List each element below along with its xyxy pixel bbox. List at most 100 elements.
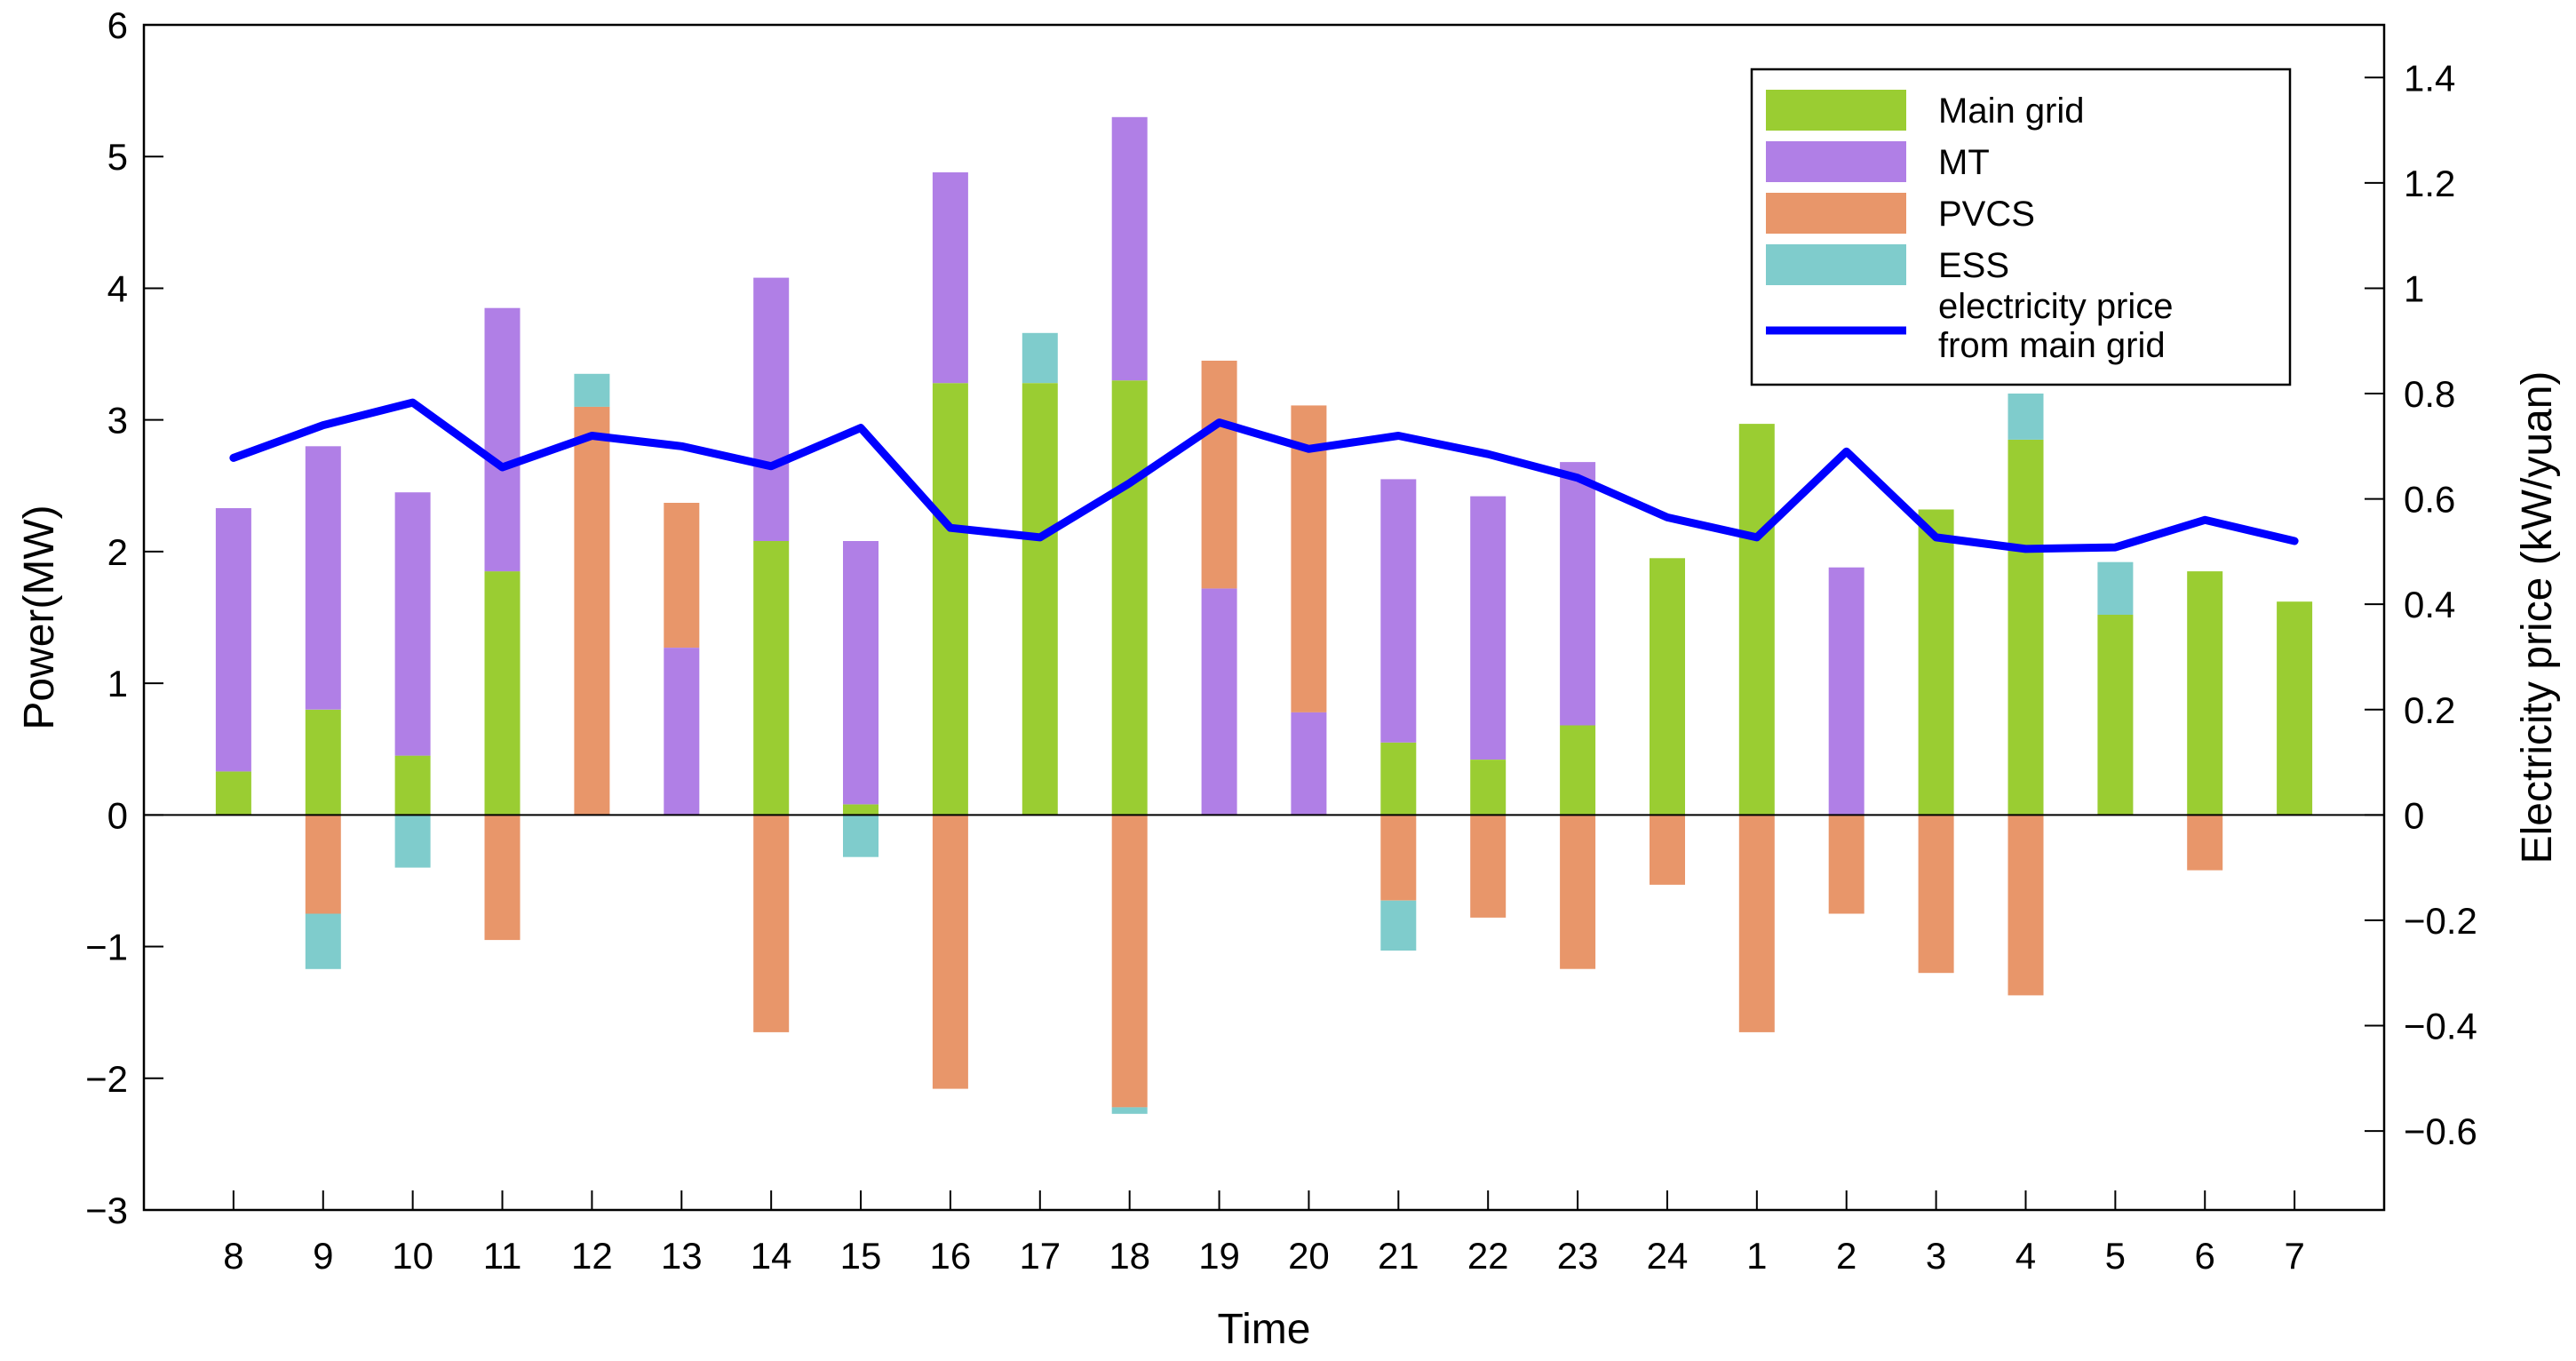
bar-pvcs-18 xyxy=(1111,815,1148,1108)
y2-tick-label: −0.4 xyxy=(2404,1005,2477,1047)
bar-pvcs-6 xyxy=(2187,815,2223,871)
bar-main-grid-15 xyxy=(843,804,879,816)
y-tick-label: −2 xyxy=(85,1058,128,1100)
bar-mt-8 xyxy=(215,508,251,772)
y-tick-label: 0 xyxy=(107,794,128,836)
bar-pvcs-19 xyxy=(1201,361,1237,589)
legend-label: Main grid xyxy=(1938,92,2085,131)
bar-pvcs-1 xyxy=(1738,815,1775,1032)
bar-ess-21 xyxy=(1380,900,1417,951)
x-tick-label: 15 xyxy=(840,1235,882,1277)
y-tick-label: 6 xyxy=(107,4,128,46)
bar-main-grid-23 xyxy=(1560,725,1596,816)
bar-ess-9 xyxy=(305,913,341,969)
bar-main-grid-11 xyxy=(484,571,521,816)
price-line-layer xyxy=(229,398,2299,553)
x-axis-title: Time xyxy=(1218,1306,1311,1353)
x-tick-label: 2 xyxy=(1836,1235,1856,1277)
bar-mt-15 xyxy=(843,541,879,805)
x-tick-label: 21 xyxy=(1378,1235,1419,1277)
bar-main-grid-3 xyxy=(1918,509,1954,816)
x-tick-label: 1 xyxy=(1746,1235,1767,1277)
bar-main-grid-24 xyxy=(1650,558,1685,816)
bar-main-grid-7 xyxy=(2277,601,2313,816)
y2-tick-label: −0.2 xyxy=(2404,900,2477,942)
x-tick-label: 23 xyxy=(1557,1235,1599,1277)
x-tick-label: 16 xyxy=(930,1235,972,1277)
bar-pvcs-3 xyxy=(1918,815,1954,974)
y2-tick-label: 1.4 xyxy=(2404,57,2455,99)
bar-mt-21 xyxy=(1380,479,1417,743)
bar-pvcs-11 xyxy=(484,815,521,941)
y-tick-label: 1 xyxy=(107,663,128,704)
bar-ess-12 xyxy=(574,373,610,407)
y-tick-label: 5 xyxy=(107,136,128,178)
bar-pvcs-12 xyxy=(574,406,610,816)
y2-tick-label: 1 xyxy=(2404,267,2424,309)
price-line xyxy=(229,398,2299,553)
bar-pvcs-9 xyxy=(305,815,341,914)
bar-main-grid-21 xyxy=(1380,742,1417,816)
bar-ess-4 xyxy=(2008,394,2044,440)
bar-ess-5 xyxy=(2097,561,2134,615)
bar-main-grid-4 xyxy=(2008,439,2044,816)
bar-main-grid-16 xyxy=(932,383,968,816)
x-tick-label: 22 xyxy=(1467,1235,1509,1277)
bar-pvcs-21 xyxy=(1380,815,1417,901)
plot-frame xyxy=(142,23,2386,1212)
y-tick-label: −1 xyxy=(85,927,128,968)
bar-mt-13 xyxy=(664,648,700,816)
bar-pvcs-16 xyxy=(932,815,968,1089)
x-tick-label: 24 xyxy=(1647,1235,1689,1277)
y2-tick-label: 1.2 xyxy=(2404,163,2455,204)
bar-ess-10 xyxy=(394,815,431,868)
x-tick-label: 20 xyxy=(1288,1235,1330,1277)
legend-swatch-main-grid xyxy=(1766,90,1906,131)
y2-tick-label: 0.4 xyxy=(2404,584,2455,625)
bar-mt-22 xyxy=(1470,496,1507,760)
y2-axis-title: Electricity price (kW/yuan) xyxy=(2514,371,2561,864)
bar-ess-17 xyxy=(1022,332,1058,384)
x-tick-label: 12 xyxy=(571,1235,613,1277)
bar-mt-14 xyxy=(753,277,790,541)
y-axis-title: Power(MW) xyxy=(16,505,63,729)
x-tick-label: 14 xyxy=(751,1235,792,1277)
x-tick-label: 10 xyxy=(392,1235,433,1277)
bar-pvcs-14 xyxy=(753,815,790,1032)
bar-pvcs-13 xyxy=(664,503,700,648)
legend-label: ESS xyxy=(1938,246,2009,285)
x-tick-label: 19 xyxy=(1198,1235,1240,1277)
bar-mt-2 xyxy=(1828,567,1864,816)
legend-label: from main grid xyxy=(1938,326,2166,365)
x-tick-label: 11 xyxy=(483,1235,522,1277)
legend-swatch-ess xyxy=(1766,244,1906,285)
y2-tick-label: 0.8 xyxy=(2404,373,2455,415)
bar-pvcs-22 xyxy=(1470,815,1507,918)
x-tick-label: 6 xyxy=(2195,1235,2215,1277)
bar-mt-11 xyxy=(484,307,521,572)
bar-main-grid-6 xyxy=(2187,571,2223,816)
x-tick-label: 4 xyxy=(2015,1235,2036,1277)
bar-main-grid-17 xyxy=(1022,383,1058,816)
bar-mt-10 xyxy=(394,492,431,756)
legend-label: electricity price xyxy=(1938,287,2174,326)
bar-main-grid-10 xyxy=(394,755,431,816)
bar-ess-18 xyxy=(1111,1107,1148,1114)
bar-pvcs-24 xyxy=(1650,815,1685,885)
legend-swatch-mt xyxy=(1766,141,1906,182)
x-tick-label: 18 xyxy=(1109,1235,1150,1277)
bar-mt-23 xyxy=(1560,462,1596,726)
y2-tick-label: 0 xyxy=(2404,794,2424,836)
bar-mt-19 xyxy=(1201,588,1237,816)
bar-main-grid-1 xyxy=(1738,424,1775,816)
bar-mt-20 xyxy=(1291,712,1327,816)
tick-labels-layer: −3−2−10123456−0.6−0.4−0.200.20.40.60.811… xyxy=(85,4,2477,1277)
bar-pvcs-4 xyxy=(2008,815,2044,996)
y2-tick-label: −0.6 xyxy=(2404,1110,2477,1152)
bar-ess-15 xyxy=(843,815,879,857)
bar-main-grid-9 xyxy=(305,709,341,816)
bars-layer xyxy=(215,116,2313,1114)
y2-tick-label: 0.6 xyxy=(2404,479,2455,521)
